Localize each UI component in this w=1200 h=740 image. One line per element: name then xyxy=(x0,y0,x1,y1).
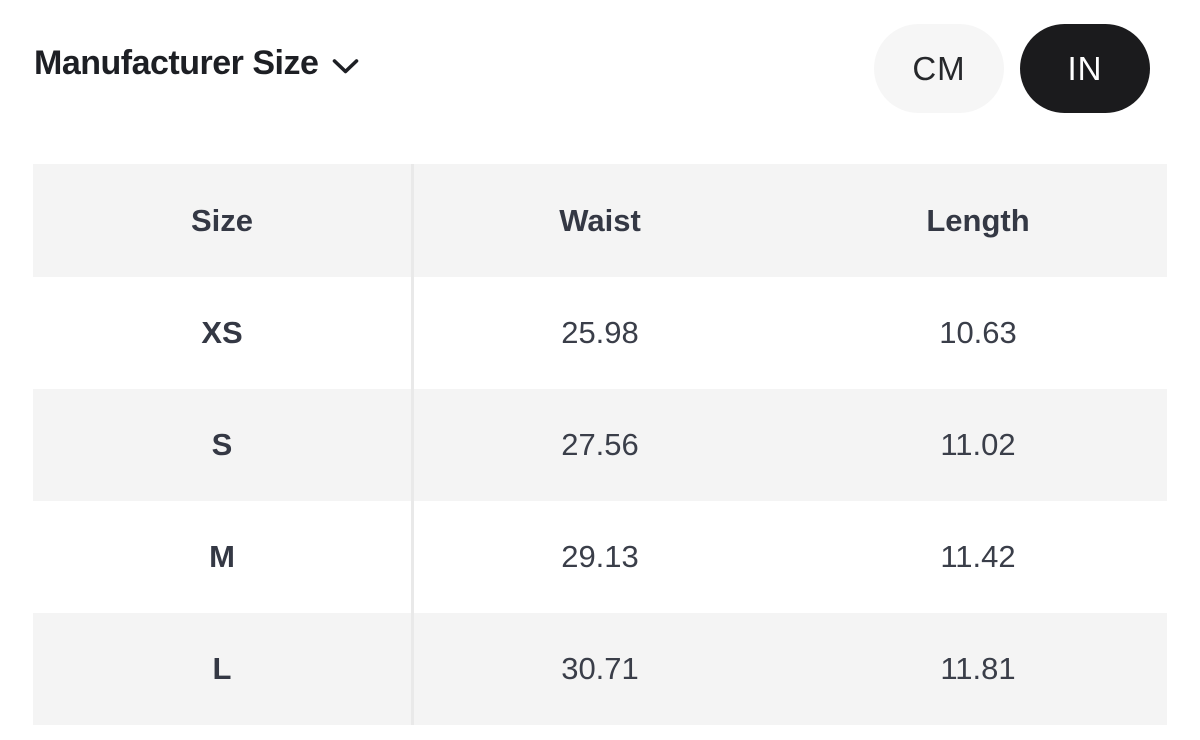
unit-toggle: CM IN xyxy=(874,24,1150,113)
size-table: Size Waist Length XS 25.98 10.63 S 27.56… xyxy=(33,164,1167,725)
length-cell: 10.63 xyxy=(939,315,1017,350)
table-row-s: S 27.56 11.02 xyxy=(33,389,1167,501)
unit-cm-button[interactable]: CM xyxy=(874,24,1004,113)
waist-cell: 29.13 xyxy=(561,539,639,574)
table-row-m: M 29.13 11.42 xyxy=(33,501,1167,613)
manufacturer-size-dropdown[interactable]: Manufacturer Size xyxy=(34,44,359,83)
column-header-length: Length xyxy=(926,202,1030,238)
length-cell: 11.42 xyxy=(940,539,1016,574)
column-header-waist: Waist xyxy=(559,202,641,238)
table-header-row: Size Waist Length xyxy=(33,164,1167,277)
unit-in-button[interactable]: IN xyxy=(1020,24,1150,113)
size-cell: S xyxy=(211,427,233,462)
waist-cell: 27.56 xyxy=(561,427,639,462)
top-bar: Manufacturer Size CM IN xyxy=(0,0,1200,164)
length-cell: 11.81 xyxy=(940,651,1016,686)
size-cell: L xyxy=(212,651,232,686)
chevron-down-icon xyxy=(332,58,359,75)
size-cell: M xyxy=(209,539,235,574)
table-row-xs: XS 25.98 10.63 xyxy=(33,277,1167,389)
waist-cell: 25.98 xyxy=(561,315,639,350)
column-header-size: Size xyxy=(190,202,254,238)
length-cell: 11.02 xyxy=(940,427,1016,462)
size-cell: XS xyxy=(201,315,243,350)
waist-cell: 30.71 xyxy=(561,651,639,686)
table-row-l: L 30.71 11.81 xyxy=(33,613,1167,725)
page-title: Manufacturer Size xyxy=(34,44,319,82)
